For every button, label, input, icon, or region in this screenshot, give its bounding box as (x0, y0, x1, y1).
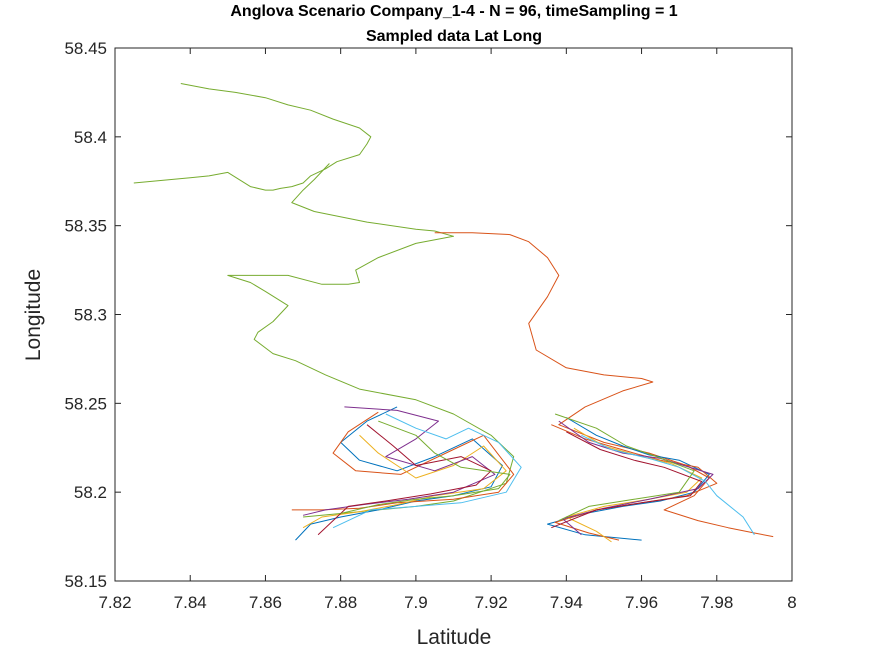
series-line-15 (581, 434, 755, 536)
y-tick-label: 58.4 (74, 128, 107, 147)
series-line-2 (227, 163, 515, 518)
series-line-8 (332, 413, 522, 529)
series-line-1 (133, 83, 372, 191)
series-line-10 (340, 420, 511, 514)
x-axis-label: Latitude (417, 626, 492, 649)
series-line-4 (295, 406, 503, 541)
y-tick-label: 58.25 (64, 394, 107, 413)
x-tick-label: 7.92 (475, 593, 508, 612)
series-line-17 (554, 413, 695, 522)
y-axis-label: Longitude (22, 269, 45, 361)
y-axis-ticks: 58.15 58.2 58.25 58.3 58.35 58.4 58.45 (64, 39, 792, 591)
x-tick-label: 7.98 (700, 593, 733, 612)
x-tick-label: 7.94 (550, 593, 583, 612)
series-line-6 (302, 434, 507, 529)
series-line-16 (551, 431, 703, 529)
series-line-9 (317, 424, 492, 536)
y-tick-label: 58.15 (64, 572, 107, 591)
y-tick-label: 58.3 (74, 306, 107, 325)
y-tick-label: 58.35 (64, 217, 107, 236)
x-tick-label: 7.84 (174, 593, 207, 612)
x-tick-label: 8 (787, 593, 796, 612)
x-tick-label: 7.96 (625, 593, 658, 612)
series-layer (133, 83, 774, 543)
x-tick-label: 7.86 (249, 593, 282, 612)
chart-subtitle: Sampled data Lat Long (366, 28, 542, 45)
y-tick-label: 58.2 (74, 483, 107, 502)
chart-title: Anglova Scenario Company_1-4 - N = 96, t… (230, 3, 677, 20)
series-line-3 (434, 232, 774, 538)
x-axis-ticks: 7.82 7.84 7.86 7.88 7.9 7.92 7.94 7.96 7.98 8 (98, 48, 797, 612)
y-tick-label: 58.45 (64, 39, 107, 58)
x-tick-label: 7.82 (98, 593, 131, 612)
x-tick-label: 7.9 (404, 593, 428, 612)
series-line-13 (565, 427, 703, 543)
x-tick-label: 7.88 (324, 593, 357, 612)
